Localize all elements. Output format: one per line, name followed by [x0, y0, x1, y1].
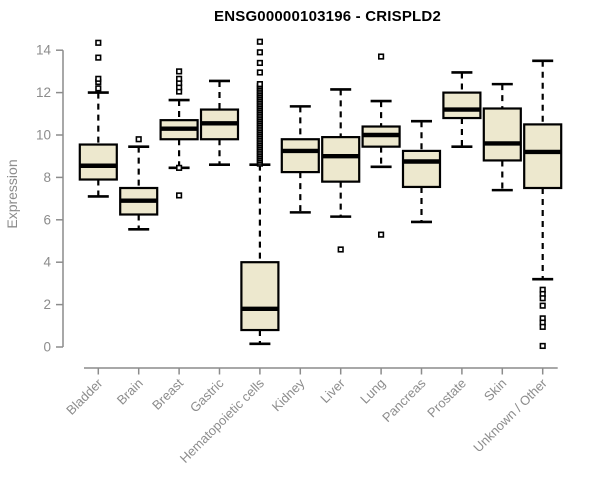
- y-tick-label: 2: [43, 297, 51, 312]
- box-pancreas: [401, 149, 442, 189]
- x-tick-label: Brain: [114, 376, 146, 408]
- outlier-point: [176, 68, 183, 75]
- x-tick-label: Prostate: [424, 376, 469, 421]
- y-tick-label: 6: [43, 212, 51, 227]
- outlier-point: [256, 69, 264, 76]
- outlier-point: [539, 295, 546, 302]
- outlier-point: [95, 54, 102, 61]
- box-skin: [482, 107, 522, 162]
- box-unknown-other: [523, 123, 563, 190]
- x-tick-label: Lung: [357, 376, 388, 407]
- box-liver: [321, 136, 361, 183]
- outlier-point: [256, 59, 264, 67]
- chart-title: ENSG00000103196 - CRISPLD2: [214, 8, 441, 25]
- outlier-point: [256, 38, 264, 45]
- outlier-point: [539, 302, 546, 309]
- x-tick-label: Bladder: [63, 375, 106, 418]
- outlier-point: [135, 136, 142, 143]
- x-tick-label: Liver: [317, 375, 348, 406]
- y-tick-label: 4: [43, 255, 51, 270]
- outlier-point: [95, 75, 102, 82]
- outlier-point: [176, 192, 183, 199]
- outlier-point: [377, 53, 385, 60]
- y-tick-label: 14: [36, 43, 52, 58]
- outlier-point: [95, 39, 102, 46]
- outlier-point: [176, 164, 183, 171]
- y-tick-label: 8: [43, 170, 51, 185]
- outlier-point: [95, 85, 102, 92]
- outlier-point: [337, 246, 344, 253]
- x-tick-label: Unknown / Other: [470, 375, 550, 455]
- x-tick-label: Pancreas: [379, 375, 429, 425]
- x-tick-label: Kidney: [269, 375, 308, 414]
- box-prostate: [442, 91, 482, 120]
- x-tick-label: Skin: [481, 376, 509, 404]
- box-hematopoietic-cells: [240, 261, 280, 332]
- x-tick-label: Gastric: [187, 375, 227, 415]
- y-tick-label: 0: [43, 340, 51, 355]
- outlier-point: [256, 49, 264, 56]
- outlier-point: [377, 231, 385, 238]
- outlier-point: [176, 75, 183, 82]
- box-kidney: [280, 138, 320, 174]
- outlier-point: [256, 81, 264, 88]
- x-tick-label: Breast: [149, 375, 186, 412]
- outlier-point: [539, 323, 546, 330]
- box-bladder: [78, 143, 118, 181]
- y-tick-label: 10: [36, 128, 51, 143]
- y-tick-label: 12: [36, 85, 51, 100]
- outlier-point: [539, 342, 546, 350]
